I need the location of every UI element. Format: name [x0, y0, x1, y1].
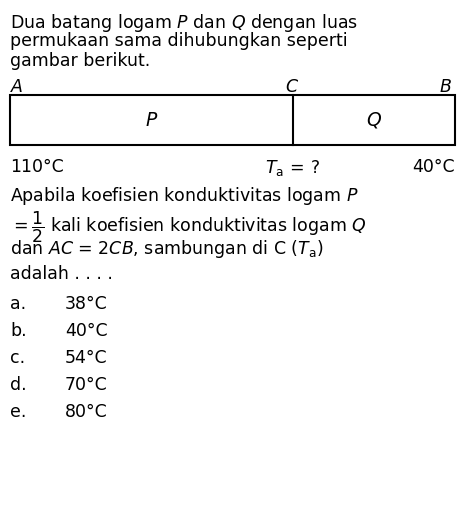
Text: permukaan sama dihubungkan seperti: permukaan sama dihubungkan seperti — [10, 32, 348, 50]
Text: 70°C: 70°C — [65, 376, 108, 394]
Text: $\mathit{B}$: $\mathit{B}$ — [439, 78, 452, 96]
Text: 40°C: 40°C — [412, 158, 455, 176]
Text: dan $\mathit{AC}$ = 2$\mathit{CB}$, sambungan di C ($T_{\mathrm{a}}$): dan $\mathit{AC}$ = 2$\mathit{CB}$, samb… — [10, 238, 324, 260]
Text: gambar berikut.: gambar berikut. — [10, 52, 150, 70]
Text: e.: e. — [10, 403, 27, 421]
Text: $\mathit{C}$: $\mathit{C}$ — [285, 78, 299, 96]
Text: $\mathit{Q}$: $\mathit{Q}$ — [366, 110, 382, 130]
Text: $\mathit{A}$: $\mathit{A}$ — [10, 78, 24, 96]
Text: adalah . . . .: adalah . . . . — [10, 265, 113, 283]
Bar — [10, 95, 455, 145]
Text: Apabila koefisien konduktivitas logam $\mathit{P}$: Apabila koefisien konduktivitas logam $\… — [10, 185, 359, 207]
Text: Dua batang logam $\mathit{P}$ dan $\mathit{Q}$ dengan luas: Dua batang logam $\mathit{P}$ dan $\math… — [10, 12, 358, 34]
Text: 54°C: 54°C — [65, 349, 107, 367]
Text: b.: b. — [10, 322, 27, 340]
Text: $T_{\mathrm{a}}\, =\, ?$: $T_{\mathrm{a}}\, =\, ?$ — [266, 158, 321, 178]
Text: 80°C: 80°C — [65, 403, 108, 421]
Text: a.: a. — [10, 295, 26, 313]
Text: 110°C: 110°C — [10, 158, 64, 176]
Text: 40°C: 40°C — [65, 322, 107, 340]
Text: c.: c. — [10, 349, 25, 367]
Text: $= \dfrac{1}{2}$ kali koefisien konduktivitas logam $\mathit{Q}$: $= \dfrac{1}{2}$ kali koefisien kondukti… — [10, 210, 366, 245]
Text: $\mathit{P}$: $\mathit{P}$ — [145, 110, 158, 129]
Text: 38°C: 38°C — [65, 295, 108, 313]
Text: d.: d. — [10, 376, 27, 394]
